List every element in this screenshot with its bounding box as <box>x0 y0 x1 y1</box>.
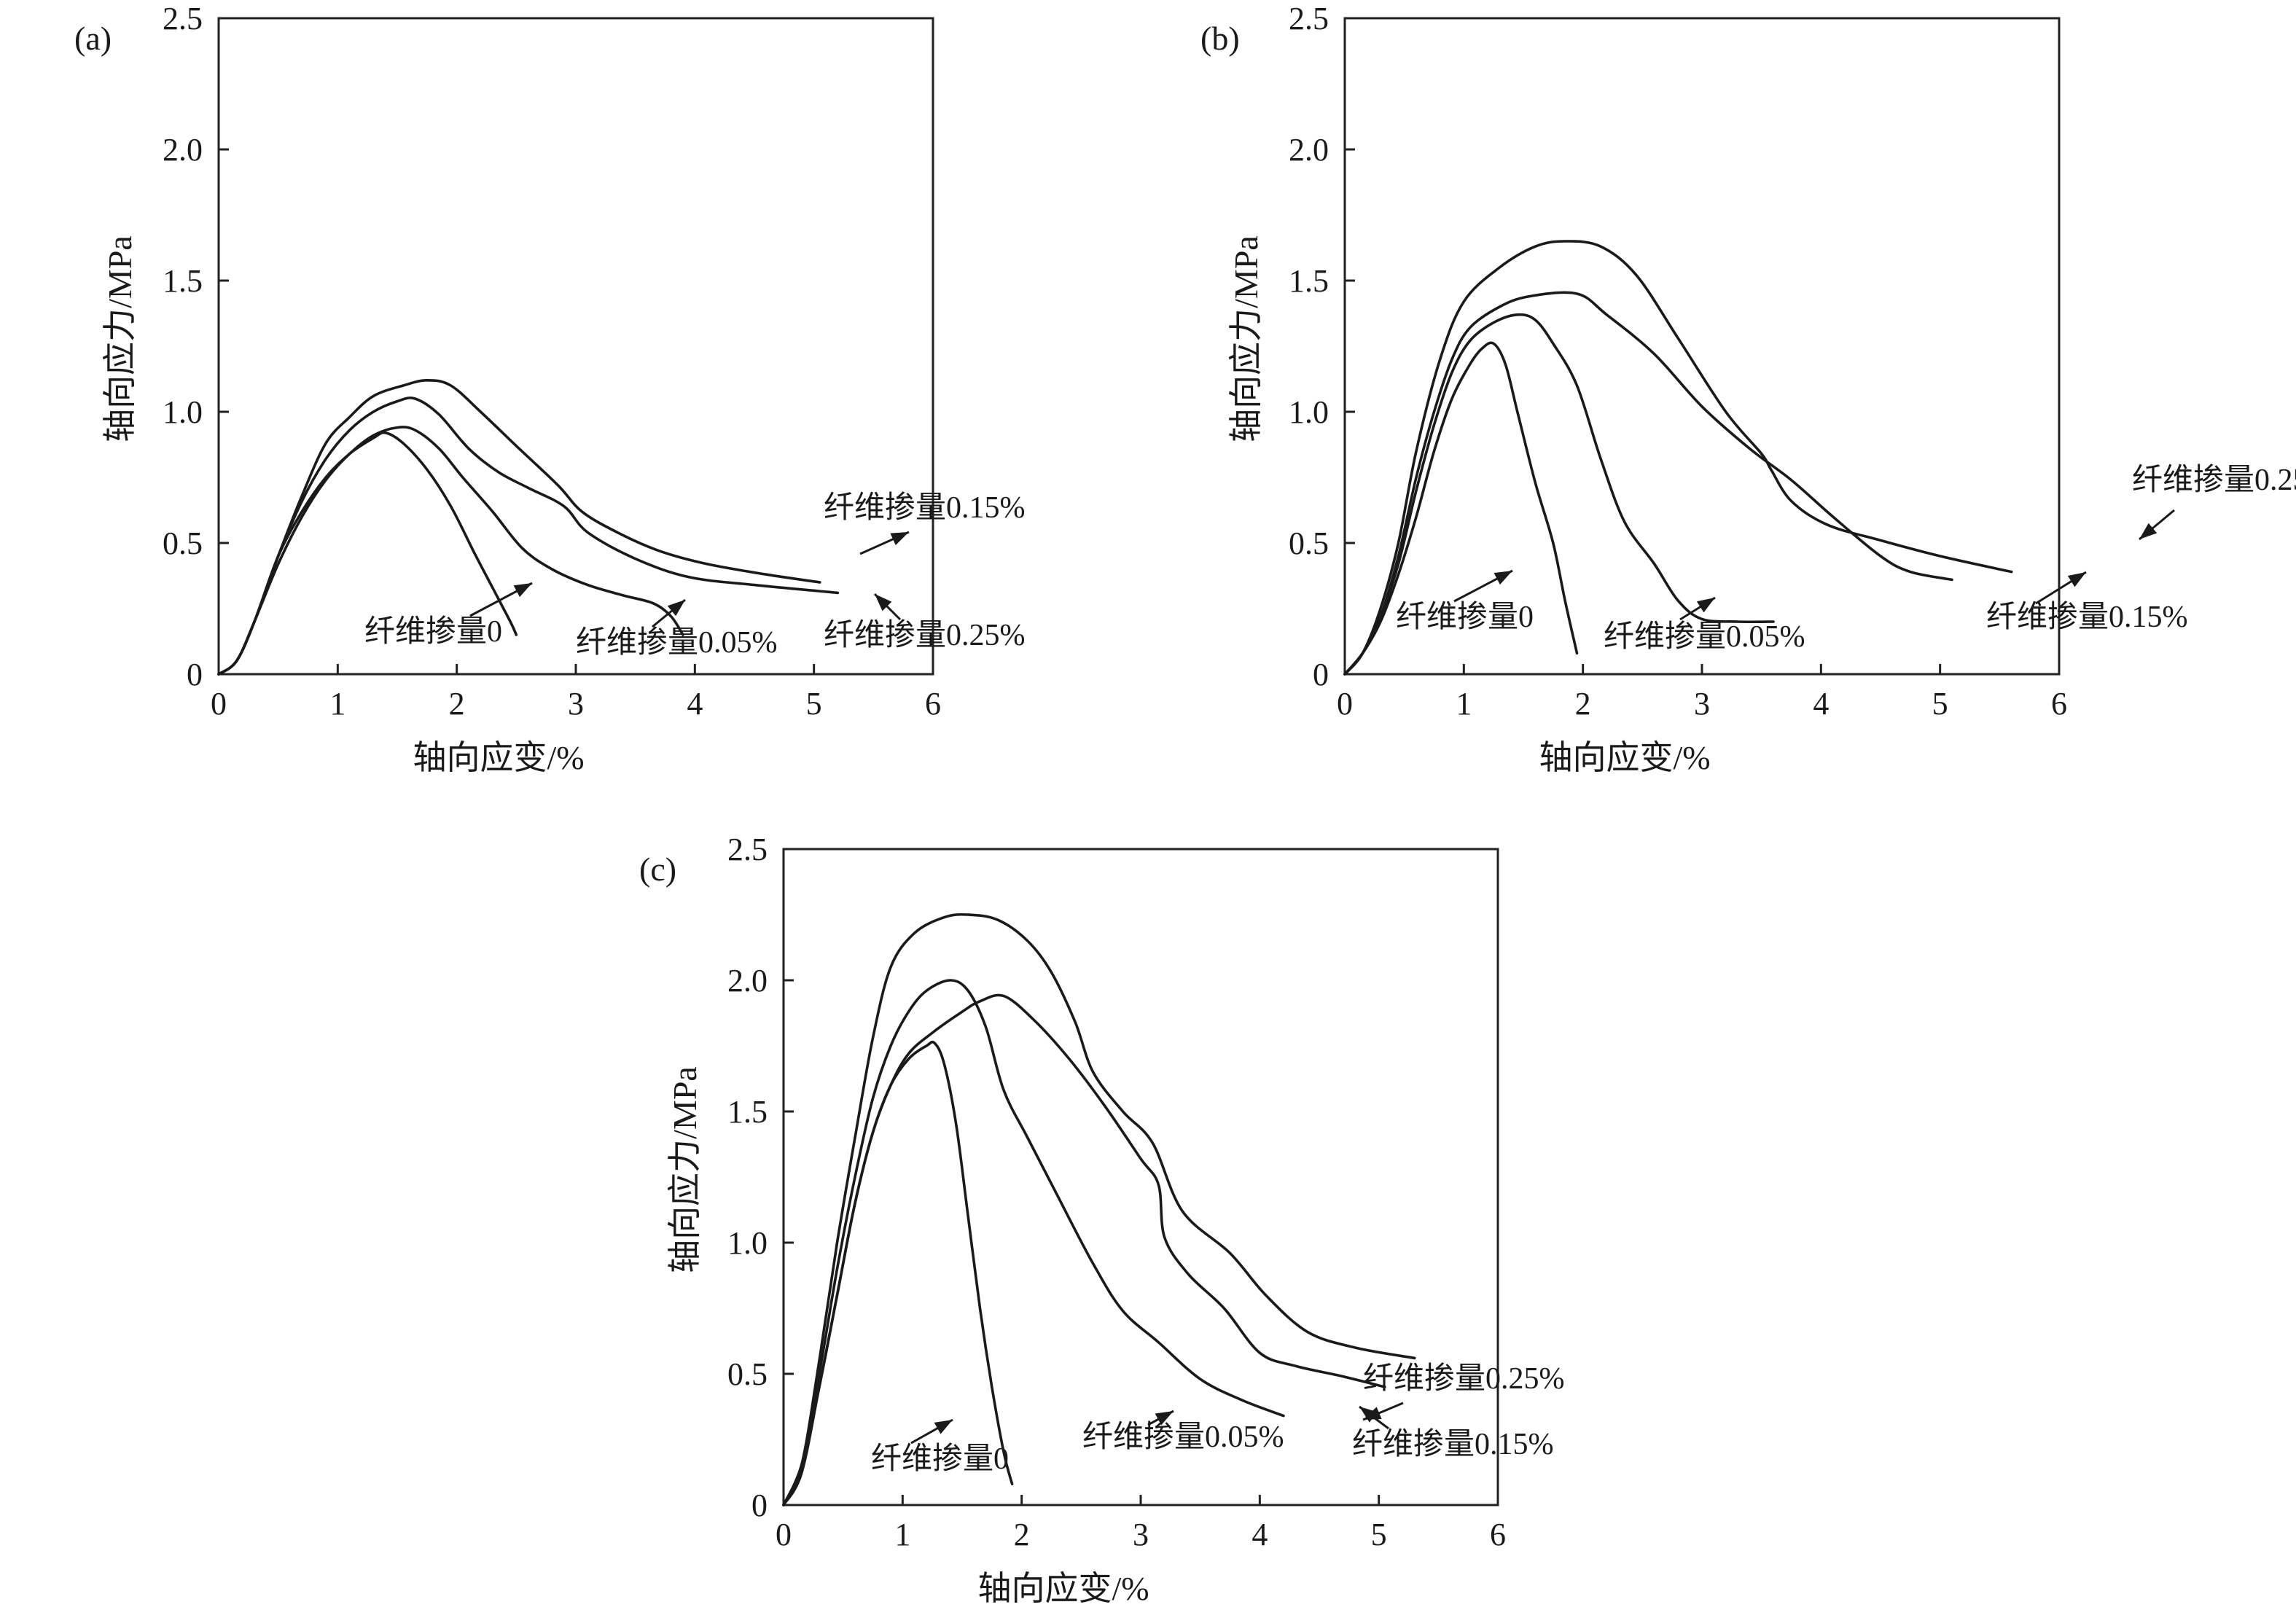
chart-panel-c: (c) 轴向应力/MPa 轴向应变/% 0 1 2 3 4 5 6 0 0.5 1.0 1.5 2.0… <box>609 831 1731 1618</box>
y-tick-label: 1.5 <box>1289 263 1329 299</box>
y-tick-label: 2.0 <box>163 132 203 168</box>
x-tick-label: 2 <box>1575 686 1591 722</box>
y-tick-label: 0.5 <box>727 1356 768 1392</box>
annotation-label: 纤维掺量0.25% <box>824 618 1026 652</box>
y-axis-title: 轴向应力/MPa <box>666 1066 703 1273</box>
x-tick-label: 1 <box>894 1517 910 1552</box>
panel-label: (b) <box>1200 20 1240 57</box>
arrow-head-icon <box>934 1420 953 1434</box>
x-tick-label: 0 <box>211 686 227 722</box>
x-axis-title: 轴向应变/% <box>1539 739 1710 776</box>
plot-frame <box>782 848 1499 1506</box>
arrow-head-icon <box>667 600 685 617</box>
arrow-head-icon <box>2139 523 2158 539</box>
annotation-label: 纤维掺量0.25% <box>2132 463 2296 497</box>
x-tick-label: 1 <box>1456 686 1472 722</box>
y-axis-title: 轴向应力/MPa <box>101 235 138 442</box>
series-line-2 <box>782 979 1285 1506</box>
x-tick-label: 3 <box>1694 686 1710 722</box>
x-tick-label: 5 <box>1932 686 1948 722</box>
annotation-label: 纤维掺量0.05% <box>1082 1420 1284 1454</box>
x-tick-label: 3 <box>1133 1517 1149 1552</box>
arrow-head-icon <box>1359 1407 1378 1423</box>
y-tick-label: 2.5 <box>1289 1 1329 36</box>
y-axis-title: 轴向应力/MPa <box>1227 235 1265 442</box>
annotation-label: 纤维掺量0 <box>1396 600 1534 634</box>
plot-area: 0 1 2 3 4 5 6 0 0.5 1.0 1.5 2.0 2.5 纤维掺量0.25% 纤维掺量0 纤维掺… <box>1289 1 2296 722</box>
y-tick-label: 0 <box>187 657 203 692</box>
x-tick-label: 1 <box>329 686 345 722</box>
arrow-head-icon <box>890 532 909 546</box>
chart-panel-b: (b) 轴向应力/MPa 轴向应变/% 0 1 2 3 4 5 6 0 0.5 1.0 1.5 2.0… <box>1170 0 2296 787</box>
y-tick-label: 1.5 <box>163 263 203 299</box>
y-tick-label: 1.5 <box>727 1094 768 1130</box>
chart-panel-a: (a) 轴向应力/MPa 轴向应变/% 0 1 2 3 4 5 6 0 0.5 1.0 1.5 2.0… <box>44 0 1166 787</box>
chart-svg-a: (a) 轴向应力/MPa 轴向应变/% 0 1 2 3 4 5 6 0 0.5 1.0 1.5 2.0… <box>74 1 1026 776</box>
y-tick-label: 2.0 <box>1289 132 1329 168</box>
series-line-2 <box>1343 313 1775 676</box>
series-line-1 <box>782 1040 1014 1506</box>
x-tick-label: 6 <box>1490 1517 1506 1552</box>
chart-svg-b: (b) 轴向应力/MPa 轴向应变/% 0 1 2 3 4 5 6 0 0.5 1.0 1.5 2.0… <box>1200 1 2296 776</box>
arrow-head-icon <box>1696 598 1715 613</box>
x-tick-label: 5 <box>1371 1517 1387 1552</box>
x-axis-title: 轴向应变/% <box>977 1570 1149 1607</box>
chart-svg-c: (c) 轴向应力/MPa 轴向应变/% 0 1 2 3 4 5 6 0 0.5 1.0 1.5 2.0… <box>639 832 1565 1607</box>
x-tick-label: 4 <box>1813 686 1829 722</box>
y-tick-label: 0 <box>751 1488 768 1523</box>
x-tick-label: 5 <box>806 686 822 722</box>
x-tick-label: 2 <box>449 686 465 722</box>
panel-label: (c) <box>639 851 676 888</box>
y-tick-label: 0.5 <box>163 525 203 561</box>
y-tick-label: 0.5 <box>1289 525 1329 561</box>
x-tick-label: 6 <box>925 686 941 722</box>
x-tick-label: 3 <box>568 686 584 722</box>
arrow-head-icon <box>1155 1411 1174 1426</box>
annotation-label: 纤维掺量0 <box>871 1442 1009 1476</box>
series-line-4 <box>217 396 840 676</box>
x-tick-label: 4 <box>687 686 703 722</box>
plot-frame <box>1343 17 2061 676</box>
arrow-head-icon <box>513 583 532 598</box>
series-line-1 <box>1343 341 1579 676</box>
y-tick-label: 2.0 <box>727 963 768 998</box>
x-tick-label: 2 <box>1014 1517 1030 1552</box>
annotation-label: 纤维掺量0.15% <box>1986 600 2188 634</box>
plot-frame <box>217 17 934 676</box>
annotation-label: 纤维掺量0.05% <box>1604 620 1805 654</box>
y-tick-label: 1.0 <box>1289 394 1329 430</box>
series-line-3 <box>782 993 1386 1506</box>
arrow-head-icon <box>875 594 892 611</box>
annotation-label: 纤维掺量0.15% <box>824 491 1026 525</box>
x-tick-label: 4 <box>1252 1517 1268 1552</box>
plot-area: 0 1 2 3 4 5 6 0 0.5 1.0 1.5 2.0 2.5 纤维掺量0.15% 纤维掺量0 纤维掺… <box>163 1 1026 722</box>
annotation-label: 纤维掺量0.25% <box>1363 1361 1565 1396</box>
y-tick-label: 1.0 <box>727 1225 768 1261</box>
annotation-label: 纤维掺量0 <box>364 614 502 649</box>
series-line-4 <box>782 912 1416 1506</box>
plot-area: 0 1 2 3 4 5 6 0 0.5 1.0 1.5 2.0 2.5 纤维掺量0.25% 纤维掺量0 纤维掺… <box>727 832 1565 1552</box>
arrow-head-icon <box>2067 572 2086 587</box>
y-tick-label: 1.0 <box>163 394 203 430</box>
annotation-label: 纤维掺量0.15% <box>1352 1427 1554 1461</box>
y-tick-label: 0 <box>1313 657 1329 692</box>
annotation-label: 纤维掺量0.05% <box>576 625 778 660</box>
x-tick-label: 0 <box>1337 686 1353 722</box>
y-tick-label: 2.5 <box>163 1 203 36</box>
y-tick-label: 2.5 <box>727 832 768 867</box>
x-tick-label: 0 <box>776 1517 792 1552</box>
series-line-2 <box>217 426 684 676</box>
x-axis-title: 轴向应变/% <box>413 739 584 776</box>
x-tick-label: 6 <box>2051 686 2067 722</box>
arrow-head-icon <box>1493 571 1512 585</box>
series-line-3 <box>1343 291 1953 676</box>
series-line-4 <box>1343 240 2013 676</box>
panel-label: (a) <box>74 20 112 57</box>
